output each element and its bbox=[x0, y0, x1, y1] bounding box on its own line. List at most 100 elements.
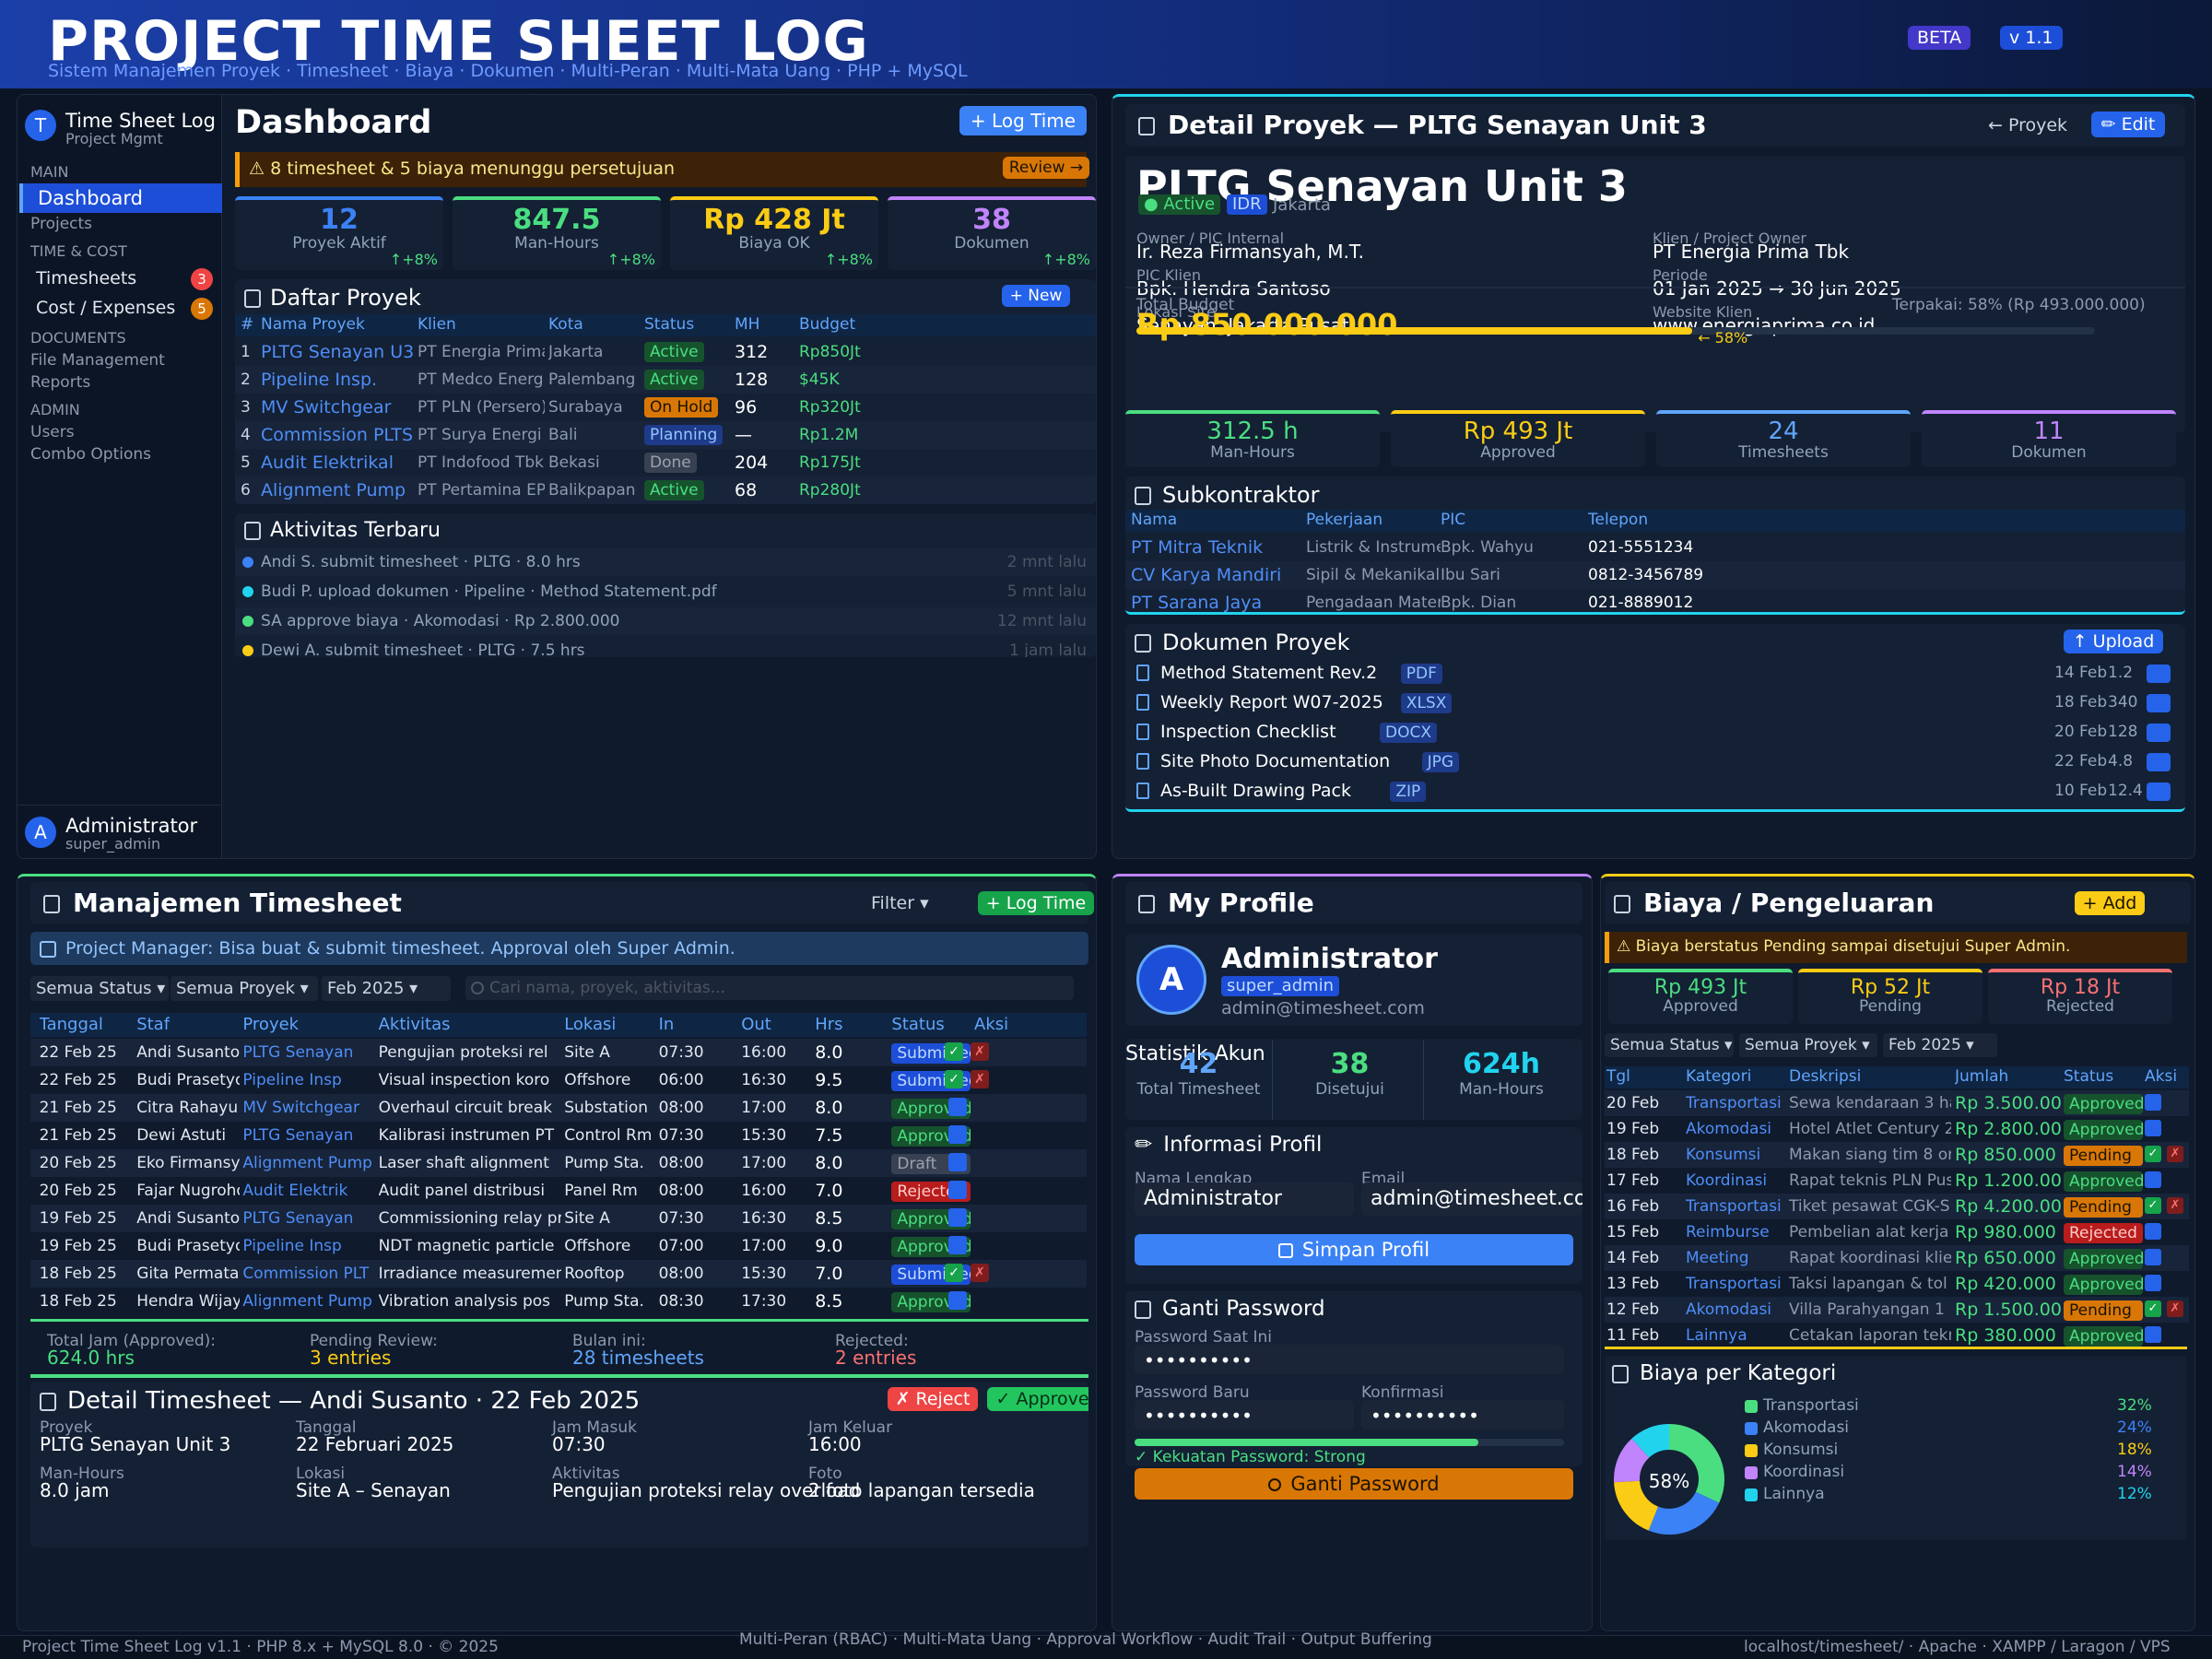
download-button[interactable] bbox=[2147, 724, 2171, 742]
sidebar-item-reports[interactable]: Reports bbox=[30, 373, 91, 392]
table-row[interactable]: PT Mitra Teknik Listrik & Instrumen Bpk. W… bbox=[1125, 534, 2185, 561]
table-row[interactable]: 1 PLTG Senayan U3 PT Energia Prima Jakarta A… bbox=[235, 338, 1096, 366]
view-icon[interactable] bbox=[948, 1098, 967, 1116]
approve-icon[interactable]: ✓ bbox=[945, 1042, 963, 1061]
category-link[interactable]: Konsumsi bbox=[1686, 1146, 1761, 1164]
sidebar-item-timesheets[interactable]: Timesheets bbox=[36, 268, 137, 288]
table-row[interactable]: 13 Feb Transportasi Taksi lapangan & tol Rp… bbox=[1605, 1271, 2189, 1297]
download-button[interactable] bbox=[2147, 753, 2171, 771]
search-input[interactable]: Cari nama, proyek, aktivitas... bbox=[465, 976, 1074, 1000]
view-icon[interactable] bbox=[948, 1208, 967, 1227]
sidebar-item-projects[interactable]: Projects bbox=[30, 215, 93, 233]
view-icon[interactable] bbox=[948, 1291, 967, 1310]
project-link[interactable]: PLTG Senayan bbox=[242, 1043, 354, 1062]
list-item[interactable]: Method Statement Rev.2 PDF 14 Feb 1.2 bbox=[1125, 659, 2185, 688]
category-link[interactable]: Reimburse bbox=[1686, 1223, 1770, 1241]
reject-button[interactable]: ✗ Reject bbox=[888, 1387, 978, 1411]
back-to-projects-link[interactable]: ← Proyek bbox=[1988, 115, 2068, 135]
view-icon[interactable] bbox=[948, 1125, 967, 1144]
table-row[interactable]: 14 Feb Meeting Rapat koordinasi klien Rp 65… bbox=[1605, 1245, 2189, 1271]
view-icon[interactable] bbox=[2145, 1326, 2161, 1343]
project-name-link[interactable]: Alignment Pump bbox=[261, 480, 406, 500]
project-link[interactable]: PLTG Senayan bbox=[242, 1209, 354, 1228]
table-row[interactable]: 2 Pipeline Insp. PT Medco Energi Palembang A… bbox=[235, 366, 1096, 394]
table-row[interactable]: 20 Feb 25 Eko FirmansyahAlignment Pump Las… bbox=[30, 1149, 1087, 1177]
project-link[interactable]: Commission PLT bbox=[242, 1265, 370, 1283]
project-name-link[interactable]: Audit Elektrikal bbox=[261, 453, 394, 473]
new-password-field[interactable]: •••••••••• bbox=[1135, 1400, 1354, 1430]
view-icon[interactable] bbox=[2145, 1094, 2161, 1111]
download-button[interactable] bbox=[2147, 665, 2171, 683]
table-row[interactable]: 19 Feb 25 Andi Susanto PLTG Senayan Commiss… bbox=[30, 1205, 1087, 1232]
project-link[interactable]: Alignment Pump bbox=[242, 1154, 372, 1172]
reject-icon[interactable]: ✗ bbox=[2167, 1146, 2183, 1162]
sidebar-item-dashboard[interactable]: Dashboard bbox=[19, 183, 222, 213]
download-button[interactable] bbox=[2147, 694, 2171, 712]
table-row[interactable]: 18 Feb 25 Hendra Wijaya Alignment Pump Vibr… bbox=[30, 1288, 1087, 1315]
sidebar-item-users[interactable]: Users bbox=[30, 423, 75, 441]
table-row[interactable]: 3 MV Switchgear PT PLN (Persero) Surabaya On… bbox=[235, 394, 1096, 421]
log-time-button[interactable]: + Log Time bbox=[959, 106, 1087, 135]
table-row[interactable]: 4 Commission PLTS PT Surya Energi Bali Plann… bbox=[235, 421, 1096, 449]
approve-icon[interactable]: ✓ bbox=[945, 1070, 963, 1088]
expense-project-filter[interactable]: Semua Proyek ▾ bbox=[1739, 1033, 1877, 1057]
month-filter[interactable]: Feb 2025 ▾ bbox=[322, 976, 451, 1001]
category-link[interactable]: Transportasi bbox=[1686, 1197, 1782, 1216]
new-project-button[interactable]: + New bbox=[1002, 285, 1070, 307]
category-link[interactable]: Akomodasi bbox=[1686, 1300, 1772, 1319]
table-row[interactable]: CV Karya Mandiri Sipil & Mekanikal Ibu Sar… bbox=[1125, 561, 2185, 589]
sidebar-item-files[interactable]: File Management bbox=[30, 351, 165, 370]
list-item[interactable]: Inspection Checklist DOCX 20 Feb 128 bbox=[1125, 718, 2185, 747]
project-link[interactable]: Pipeline Insp bbox=[242, 1237, 342, 1255]
project-link[interactable]: Pipeline Insp bbox=[242, 1071, 342, 1089]
reject-icon[interactable]: ✗ bbox=[2167, 1197, 2183, 1214]
subcon-name-link[interactable]: CV Karya Mandiri bbox=[1131, 565, 1282, 585]
table-row[interactable]: 17 Feb Koordinasi Rapat teknis PLN PusatRp… bbox=[1605, 1168, 2189, 1194]
timesheet-log-time-button[interactable]: + Log Time bbox=[978, 891, 1094, 915]
view-icon[interactable] bbox=[2145, 1249, 2161, 1265]
project-link[interactable]: Audit Elektrik bbox=[242, 1182, 348, 1200]
table-row[interactable]: 22 Feb 25 Budi Prasetyo Pipeline Insp Visua… bbox=[30, 1066, 1087, 1094]
view-icon[interactable] bbox=[2145, 1120, 2161, 1136]
category-link[interactable]: Akomodasi bbox=[1686, 1120, 1772, 1138]
view-icon[interactable] bbox=[2145, 1275, 2161, 1291]
current-password-field[interactable]: •••••••••• bbox=[1135, 1345, 1564, 1374]
table-row[interactable]: 20 Feb Transportasi Sewa kendaraan 3 hariR… bbox=[1605, 1090, 2189, 1116]
table-row[interactable]: 22 Feb 25 Andi Susanto PLTG Senayan Penguji… bbox=[30, 1039, 1087, 1066]
table-row[interactable]: 12 Feb Akomodasi Villa Parahyangan 1 Rp 1.5… bbox=[1605, 1297, 2189, 1323]
table-row[interactable]: 5 Audit Elektrikal PT Indofood Tbk Bekasi Do… bbox=[235, 449, 1096, 477]
approve-icon[interactable]: ✓ bbox=[2145, 1146, 2161, 1162]
expense-month-filter[interactable]: Feb 2025 ▾ bbox=[1883, 1033, 1997, 1057]
table-row[interactable]: 6 Alignment Pump PT Pertamina EP Balikpapan… bbox=[235, 477, 1096, 504]
category-link[interactable]: Lainnya bbox=[1686, 1326, 1747, 1345]
confirm-password-field[interactable]: •••••••••• bbox=[1361, 1400, 1564, 1430]
list-item[interactable]: Weekly Report W07-2025 XLSX 18 Feb 340 bbox=[1125, 688, 2185, 718]
project-name-link[interactable]: Pipeline Insp. bbox=[261, 370, 378, 390]
review-button[interactable]: Review → bbox=[1003, 157, 1089, 179]
filter-button[interactable]: Filter ▾ bbox=[871, 893, 929, 913]
table-row[interactable]: 16 Feb Transportasi Tiket pesawat CGK-SUBR… bbox=[1605, 1194, 2189, 1219]
view-icon[interactable] bbox=[948, 1236, 967, 1254]
view-icon[interactable] bbox=[948, 1153, 967, 1171]
reject-icon[interactable]: ✗ bbox=[971, 1264, 989, 1282]
table-row[interactable]: 19 Feb Akomodasi Hotel Atlet Century 2 Rp 2… bbox=[1605, 1116, 2189, 1142]
project-name-link[interactable]: PLTG Senayan U3 bbox=[261, 342, 414, 362]
project-name-link[interactable]: MV Switchgear bbox=[261, 397, 392, 418]
table-row[interactable]: 18 Feb 25 Gita Permata Commission PLT Irrad… bbox=[30, 1260, 1087, 1288]
table-row[interactable]: 19 Feb 25 Budi Prasetyo Pipeline Insp NDT m… bbox=[30, 1232, 1087, 1260]
approve-button[interactable]: ✓ Approve bbox=[987, 1387, 1088, 1411]
status-filter[interactable]: Semua Status ▾ bbox=[30, 976, 169, 1001]
table-row[interactable]: 21 Feb 25 Citra Rahayu MV Switchgear Overha… bbox=[30, 1094, 1087, 1122]
view-icon[interactable] bbox=[2145, 1171, 2161, 1188]
download-button[interactable] bbox=[2147, 782, 2171, 801]
project-filter[interactable]: Semua Proyek ▾ bbox=[171, 976, 318, 1001]
reject-icon[interactable]: ✗ bbox=[971, 1070, 989, 1088]
expense-status-filter[interactable]: Semua Status ▾ bbox=[1605, 1033, 1734, 1057]
upload-button[interactable]: ↑ Upload bbox=[2064, 629, 2163, 653]
list-item[interactable]: Site Photo Documentation JPG 22 Feb 4.8 bbox=[1125, 747, 2185, 777]
table-row[interactable]: 11 Feb Lainnya Cetakan laporan teknisRp 38… bbox=[1605, 1323, 2189, 1348]
approve-icon[interactable]: ✓ bbox=[2145, 1197, 2161, 1214]
sidebar-item-combo[interactable]: Combo Options bbox=[30, 445, 152, 464]
approve-icon[interactable]: ✓ bbox=[945, 1264, 963, 1282]
save-profile-button[interactable]: Simpan Profil bbox=[1135, 1234, 1573, 1265]
